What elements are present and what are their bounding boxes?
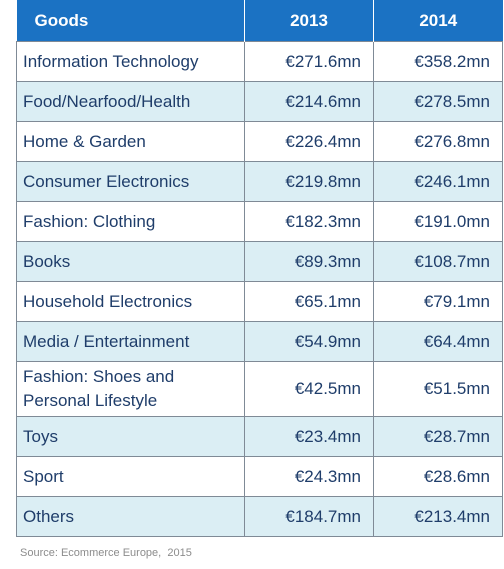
header-2014: 2014 <box>373 0 503 42</box>
value-2013-cell: €271.6mn <box>244 41 374 82</box>
value-2014-cell: €79.1mn <box>373 281 503 322</box>
table-row: Fashion: Clothing €182.3mn €191.0mn <box>16 201 503 242</box>
goods-cell: Fashion: Clothing <box>16 201 245 242</box>
value-2013-cell: €184.7mn <box>244 496 374 537</box>
goods-cell: Toys <box>16 416 245 457</box>
value-2013-cell: €24.3mn <box>244 456 374 497</box>
table-row: Toys €23.4mn €28.7mn <box>16 416 503 457</box>
value-2014-cell: €358.2mn <box>373 41 503 82</box>
goods-cell: Others <box>16 496 245 537</box>
table-row: Media / Entertainment €54.9mn €64.4mn <box>16 321 503 362</box>
value-2014-cell: €278.5mn <box>373 81 503 122</box>
value-2014-cell: €28.6mn <box>373 456 503 497</box>
goods-cell: Consumer Electronics <box>16 161 245 202</box>
value-2013-cell: €214.6mn <box>244 81 374 122</box>
table-row: Home & Garden €226.4mn €276.8mn <box>16 121 503 162</box>
table-row: Household Electronics €65.1mn €79.1mn <box>16 281 503 322</box>
value-2013-cell: €182.3mn <box>244 201 374 242</box>
value-2013-cell: €23.4mn <box>244 416 374 457</box>
goods-cell: Media / Entertainment <box>16 321 245 362</box>
goods-table-container: Goods 2013 2014 Information Technology €… <box>16 0 503 537</box>
goods-cell: Food/Nearfood/Health <box>16 81 245 122</box>
table-row: Sport €24.3mn €28.6mn <box>16 456 503 497</box>
table-row: Fashion: Shoes and Personal Lifestyle €4… <box>16 361 503 417</box>
value-2014-cell: €64.4mn <box>373 321 503 362</box>
goods-cell: Information Technology <box>16 41 245 82</box>
value-2013-cell: €65.1mn <box>244 281 374 322</box>
value-2013-cell: €226.4mn <box>244 121 374 162</box>
value-2014-cell: €213.4mn <box>373 496 503 537</box>
table-row: Information Technology €271.6mn €358.2mn <box>16 41 503 82</box>
table-row: Food/Nearfood/Health €214.6mn €278.5mn <box>16 81 503 122</box>
goods-table: Goods 2013 2014 Information Technology €… <box>16 0 503 537</box>
table-header-row: Goods 2013 2014 <box>16 0 503 42</box>
table-row: Others €184.7mn €213.4mn <box>16 496 503 537</box>
value-2014-cell: €246.1mn <box>373 161 503 202</box>
value-2014-cell: €191.0mn <box>373 201 503 242</box>
value-2014-cell: €276.8mn <box>373 121 503 162</box>
table-body: Information Technology €271.6mn €358.2mn… <box>16 41 503 537</box>
value-2014-cell: €28.7mn <box>373 416 503 457</box>
value-2014-cell: €108.7mn <box>373 241 503 282</box>
header-goods: Goods <box>16 0 245 42</box>
table-row: Books €89.3mn €108.7mn <box>16 241 503 282</box>
header-2013: 2013 <box>244 0 374 42</box>
value-2013-cell: €42.5mn <box>244 361 374 417</box>
goods-cell: Books <box>16 241 245 282</box>
goods-cell: Sport <box>16 456 245 497</box>
value-2014-cell: €51.5mn <box>373 361 503 417</box>
goods-cell: Home & Garden <box>16 121 245 162</box>
value-2013-cell: €219.8mn <box>244 161 374 202</box>
goods-cell: Household Electronics <box>16 281 245 322</box>
table-row: Consumer Electronics €219.8mn €246.1mn <box>16 161 503 202</box>
source-note: Source: Ecommerce Europe, 2015 <box>20 547 192 559</box>
value-2013-cell: €54.9mn <box>244 321 374 362</box>
value-2013-cell: €89.3mn <box>244 241 374 282</box>
goods-cell: Fashion: Shoes and Personal Lifestyle <box>16 361 245 417</box>
